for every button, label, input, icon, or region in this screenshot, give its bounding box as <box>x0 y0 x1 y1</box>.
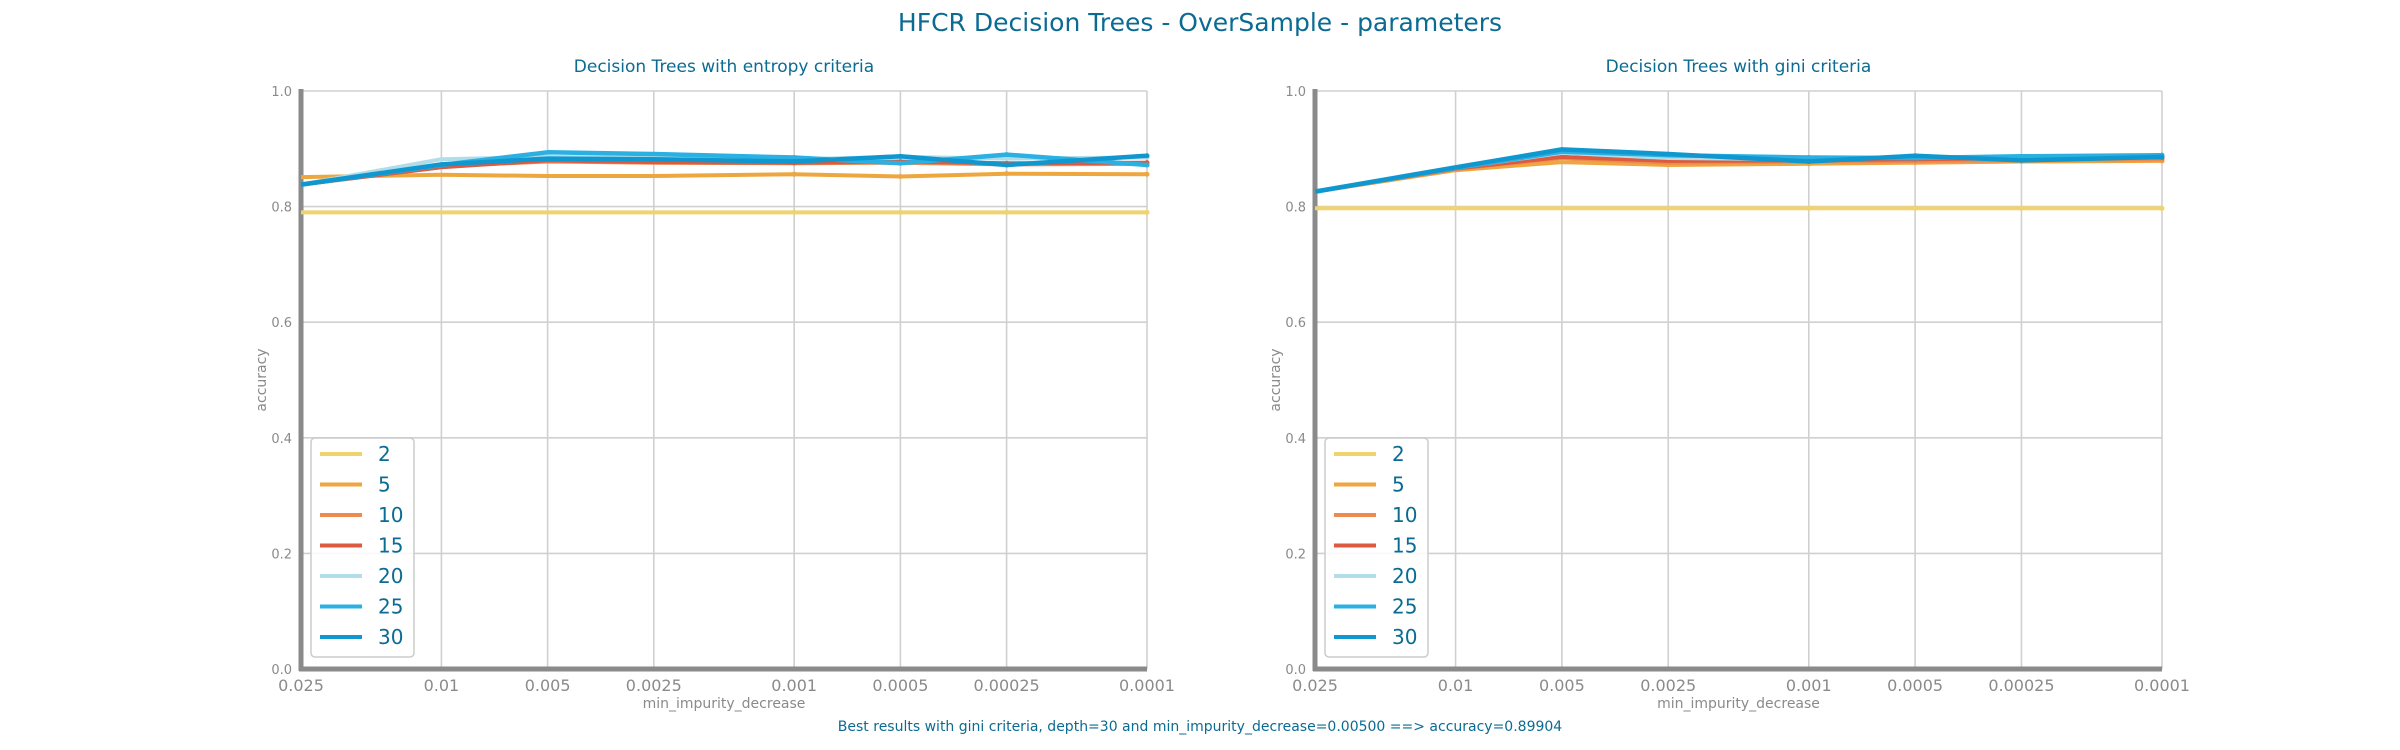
data-point <box>1806 205 1812 211</box>
y-tick-label: 0.2 <box>271 547 292 562</box>
legend-label: 20 <box>1392 564 1417 588</box>
x-axis-label: min_impurity_decrease <box>1657 696 1820 712</box>
legend-label: 2 <box>1392 442 1405 466</box>
legend-label: 5 <box>1392 473 1405 497</box>
data-point <box>791 154 797 160</box>
data-point <box>1806 159 1812 165</box>
y-tick-label: 0.6 <box>271 316 292 331</box>
data-point <box>1004 152 1010 158</box>
data-point <box>1004 171 1010 177</box>
x-axis-label: min_impurity_decrease <box>643 696 806 712</box>
data-point <box>1912 205 1918 211</box>
x-tick-label: 0.01 <box>1438 676 1474 695</box>
legend-box <box>310 437 415 658</box>
data-point <box>1004 209 1010 215</box>
data-point <box>2018 153 2024 159</box>
legend-label: 25 <box>1392 595 1417 619</box>
series-line-30 <box>300 153 1148 187</box>
data-point <box>897 174 903 180</box>
x-tick-label: 0.0005 <box>872 676 928 695</box>
y-tick-label: 0.0 <box>271 663 292 678</box>
x-tick-label: 0.00025 <box>1988 676 2054 695</box>
figure-title: HFCR Decision Trees - OverSample - param… <box>897 8 1503 37</box>
legend-label: 30 <box>1392 625 1417 649</box>
plot-entropy: 0.0 0.2 0.4 0.6 0.8 1.0 0.025 0.01 0.005 0.0025 0.… <box>254 57 1175 712</box>
x-tick-label: 0.0005 <box>1887 676 1943 695</box>
legend-label: 10 <box>1392 503 1417 527</box>
data-point <box>1144 153 1150 159</box>
data-point <box>791 171 797 177</box>
y-tick-label: 0.4 <box>271 432 292 447</box>
x-tick-label: 0.005 <box>1539 676 1585 695</box>
legend-label: 5 <box>378 473 391 497</box>
subplot-title: Decision Trees with gini criteria <box>1606 57 1872 77</box>
y-tick-label: 0.4 <box>1285 432 1306 447</box>
y-axis-label: accuracy <box>254 348 270 411</box>
data-point <box>1144 171 1150 177</box>
x-tick-label: 0.005 <box>525 676 571 695</box>
x-tick-label: 0.001 <box>1786 676 1832 695</box>
series-line-30 <box>1314 147 2163 194</box>
legend-label: 25 <box>378 595 403 619</box>
x-tick-label: 0.00025 <box>974 676 1040 695</box>
data-point <box>2159 205 2165 211</box>
y-tick-label: 0.6 <box>1285 316 1306 331</box>
data-point <box>897 160 903 166</box>
data-point <box>1144 209 1150 215</box>
y-tick-label: 0.8 <box>1285 201 1306 216</box>
legend-label: 30 <box>378 625 403 649</box>
x-tick-label: 0.0001 <box>1119 676 1175 695</box>
legend-label: 15 <box>1392 534 1417 558</box>
subplot-title: Decision Trees with entropy criteria <box>574 57 874 77</box>
y-tick-label: 0.0 <box>1285 663 1306 678</box>
data-point <box>1004 162 1010 168</box>
data-point <box>2018 205 2024 211</box>
series-line-5 <box>300 171 1148 180</box>
x-tick-label: 0.01 <box>424 676 460 695</box>
x-tick-label: 0.025 <box>278 676 324 695</box>
series-line-5 <box>1314 158 2163 194</box>
x-tick-label: 0.0001 <box>2134 676 2190 695</box>
x-tick-label: 0.025 <box>1292 676 1338 695</box>
data-point <box>791 209 797 215</box>
best-result-caption: Best results with gini criteria, depth=3… <box>837 719 1563 735</box>
x-tick-label: 0.0025 <box>1640 676 1696 695</box>
x-tick-label: 0.0025 <box>626 676 682 695</box>
legend-box <box>1324 437 1429 658</box>
plot-gini: 0.0 0.2 0.4 0.6 0.8 1.0 0.025 0.01 0.005 0.0025 0.… <box>1268 57 2190 712</box>
y-tick-label: 1.0 <box>1285 85 1306 100</box>
y-tick-label: 0.8 <box>271 201 292 216</box>
legend-label: 2 <box>378 442 391 466</box>
data-point <box>1004 156 1010 162</box>
data-point <box>897 209 903 215</box>
legend-label: 20 <box>378 564 403 588</box>
data-point <box>1806 154 1812 160</box>
data-point <box>2159 154 2165 160</box>
data-point <box>1912 153 1918 159</box>
y-axis-label: accuracy <box>1268 348 1284 411</box>
x-tick-label: 0.001 <box>771 676 817 695</box>
y-tick-label: 1.0 <box>271 85 292 100</box>
legend-label: 10 <box>378 503 403 527</box>
data-point <box>791 159 797 165</box>
legend-label: 15 <box>378 534 403 558</box>
data-point <box>897 153 903 159</box>
data-point <box>2018 157 2024 163</box>
y-tick-label: 0.2 <box>1285 547 1306 562</box>
data-point <box>1144 162 1150 168</box>
